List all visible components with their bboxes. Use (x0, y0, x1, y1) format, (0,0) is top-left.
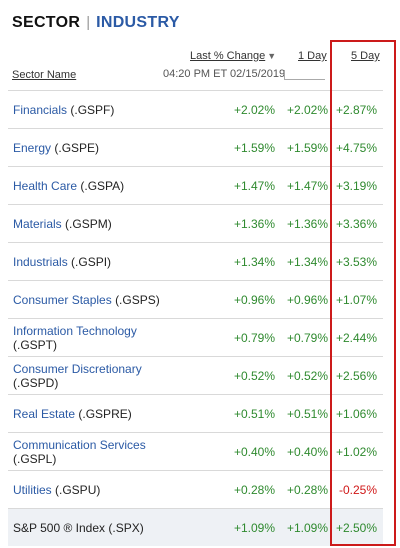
last-change-value: +0.51% (233, 406, 275, 421)
one-day-value: +1.34% (286, 254, 328, 269)
timestamp: 04:20 PM ET 02/15/2019 (163, 68, 286, 80)
one-day-value: +0.28% (286, 482, 328, 497)
five-day-value: +3.53% (335, 254, 377, 269)
tab-industry[interactable]: INDUSTRY (96, 14, 180, 31)
last-change-value: +2.02% (233, 102, 275, 117)
table-row: Utilities (.GSPU) +0.28% +0.28% -0.25% (8, 470, 383, 508)
sector-name-cell: Consumer Discretionary (.GSPD) (13, 362, 163, 390)
sector-symbol: (.GSPS) (115, 292, 160, 307)
five-day-value: +3.19% (335, 178, 377, 193)
table-row: Consumer Staples (.GSPS) +0.96% +0.96% +… (8, 280, 383, 318)
table-row: Health Care (.GSPA) +1.47% +1.47% +3.19% (8, 166, 383, 204)
sector-symbol: (.GSPT) (13, 337, 57, 352)
table-row: Real Estate (.GSPRE) +0.51% +0.51% +1.06… (8, 394, 383, 432)
sector-table: Financials (.GSPF) +2.02% +2.02% +2.87% … (8, 90, 383, 546)
five-day-value: -0.25% (338, 482, 377, 497)
table-row: Communication Services (.GSPL) +0.40% +0… (8, 432, 383, 470)
sector-link[interactable]: Health Care (13, 178, 78, 193)
five-day-value: +1.02% (335, 444, 377, 459)
one-day-value: +1.47% (286, 178, 328, 193)
sector-symbol: (.GSPL) (13, 451, 57, 466)
sector-link[interactable]: Financials (13, 102, 68, 117)
five-day-value: +4.75% (335, 140, 377, 155)
five-day-header[interactable]: 5 Day (351, 50, 380, 62)
five-day-value: +2.44% (335, 330, 377, 345)
table-row: Materials (.GSPM) +1.36% +1.36% +3.36% (8, 204, 383, 242)
one-day-value: +1.59% (286, 140, 328, 155)
sector-name-cell: Communication Services (.GSPL) (13, 438, 163, 466)
tab-separator: | (86, 14, 91, 31)
five-day-value: +2.50% (335, 520, 377, 535)
sector-symbol: (.GSPA) (80, 178, 125, 193)
sector-symbol: (.GSPM) (65, 216, 112, 231)
sector-name-header[interactable]: Sector Name (12, 69, 77, 81)
index-symbol: (.SPX) (108, 520, 144, 535)
sector-symbol: (.GSPU) (55, 482, 101, 497)
sector-link[interactable]: Consumer Staples (13, 292, 112, 307)
sector-name-cell: Information Technology (.GSPT) (13, 324, 163, 352)
five-day-highlight-box (330, 40, 396, 546)
view-tabs: SECTOR | INDUSTRY (12, 14, 180, 32)
sector-link[interactable]: Materials (13, 216, 62, 231)
five-day-value: +1.07% (335, 292, 377, 307)
last-change-value: +0.79% (233, 330, 275, 345)
one-day-value: +0.40% (286, 444, 328, 459)
sector-link[interactable]: Information Technology (13, 323, 137, 338)
sector-link[interactable]: Communication Services (13, 437, 146, 452)
one-day-value: +1.36% (286, 216, 328, 231)
sector-name-cell: Industrials (.GSPI) (13, 255, 163, 269)
last-change-value: +0.28% (233, 482, 275, 497)
one-day-value: +0.96% (286, 292, 328, 307)
sector-link[interactable]: Utilities (13, 482, 52, 497)
one-day-value: +1.09% (286, 520, 328, 535)
one-day-value: +0.52% (286, 368, 328, 383)
five-day-value: +2.87% (335, 102, 377, 117)
table-row: Energy (.GSPE) +1.59% +1.59% +4.75% (8, 128, 383, 166)
sector-symbol: (.GSPD) (13, 375, 59, 390)
triangle-down-icon[interactable]: ▼ (267, 51, 277, 61)
sector-name-cell: Materials (.GSPM) (13, 217, 163, 231)
one-day-header[interactable]: 1 Day (298, 50, 327, 62)
sector-symbol: (.GSPRE) (78, 406, 132, 421)
last-change-value: +1.09% (233, 520, 275, 535)
last-change-header[interactable]: Last % Change ▼ (190, 50, 276, 62)
tab-sector[interactable]: SECTOR (12, 14, 81, 31)
sector-link[interactable]: Energy (13, 140, 52, 155)
sector-symbol: (.GSPF) (70, 102, 115, 117)
last-change-label[interactable]: Last % Change (190, 50, 266, 62)
one-day-value: +2.02% (286, 102, 328, 117)
last-change-value: +1.59% (233, 140, 275, 155)
sector-symbol: (.GSPE) (54, 140, 100, 155)
table-row: Financials (.GSPF) +2.02% +2.02% +2.87% (8, 90, 383, 128)
sector-name-cell: Energy (.GSPE) (13, 141, 163, 155)
sector-name-cell: Consumer Staples (.GSPS) (13, 293, 163, 307)
sector-symbol: (.GSPI) (71, 254, 112, 269)
table-row: Information Technology (.GSPT) +0.79% +0… (8, 318, 383, 356)
sector-link[interactable]: Industrials (13, 254, 68, 269)
sector-name-cell: Real Estate (.GSPRE) (13, 407, 163, 421)
five-day-value: +2.56% (335, 368, 377, 383)
last-change-value: +0.40% (233, 444, 275, 459)
five-day-value: +3.36% (335, 216, 377, 231)
table-row: Industrials (.GSPI) +1.34% +1.34% +3.53% (8, 242, 383, 280)
sector-name-cell: Financials (.GSPF) (13, 103, 163, 117)
last-change-value: +1.47% (233, 178, 275, 193)
sector-name-cell: S&P 500 ® Index (.SPX) (13, 521, 163, 535)
one-day-value: +0.51% (286, 406, 328, 421)
last-change-value: +0.96% (233, 292, 275, 307)
last-change-value: +0.52% (233, 368, 275, 383)
last-change-value: +1.34% (233, 254, 275, 269)
index-total-row: S&P 500 ® Index (.SPX) +1.09% +1.09% +2.… (8, 508, 383, 546)
table-row: Consumer Discretionary (.GSPD) +0.52% +0… (8, 356, 383, 394)
last-change-value: +1.36% (233, 216, 275, 231)
sector-name-cell: Utilities (.GSPU) (13, 483, 163, 497)
one-day-value: +0.79% (286, 330, 328, 345)
sector-link[interactable]: Real Estate (13, 406, 76, 421)
sector-link[interactable]: Consumer Discretionary (13, 361, 142, 376)
five-day-value: +1.06% (335, 406, 377, 421)
sector-name-cell: Health Care (.GSPA) (13, 179, 163, 193)
header-bracket-divider (284, 70, 325, 80)
index-name: S&P 500 ® Index (13, 520, 106, 535)
